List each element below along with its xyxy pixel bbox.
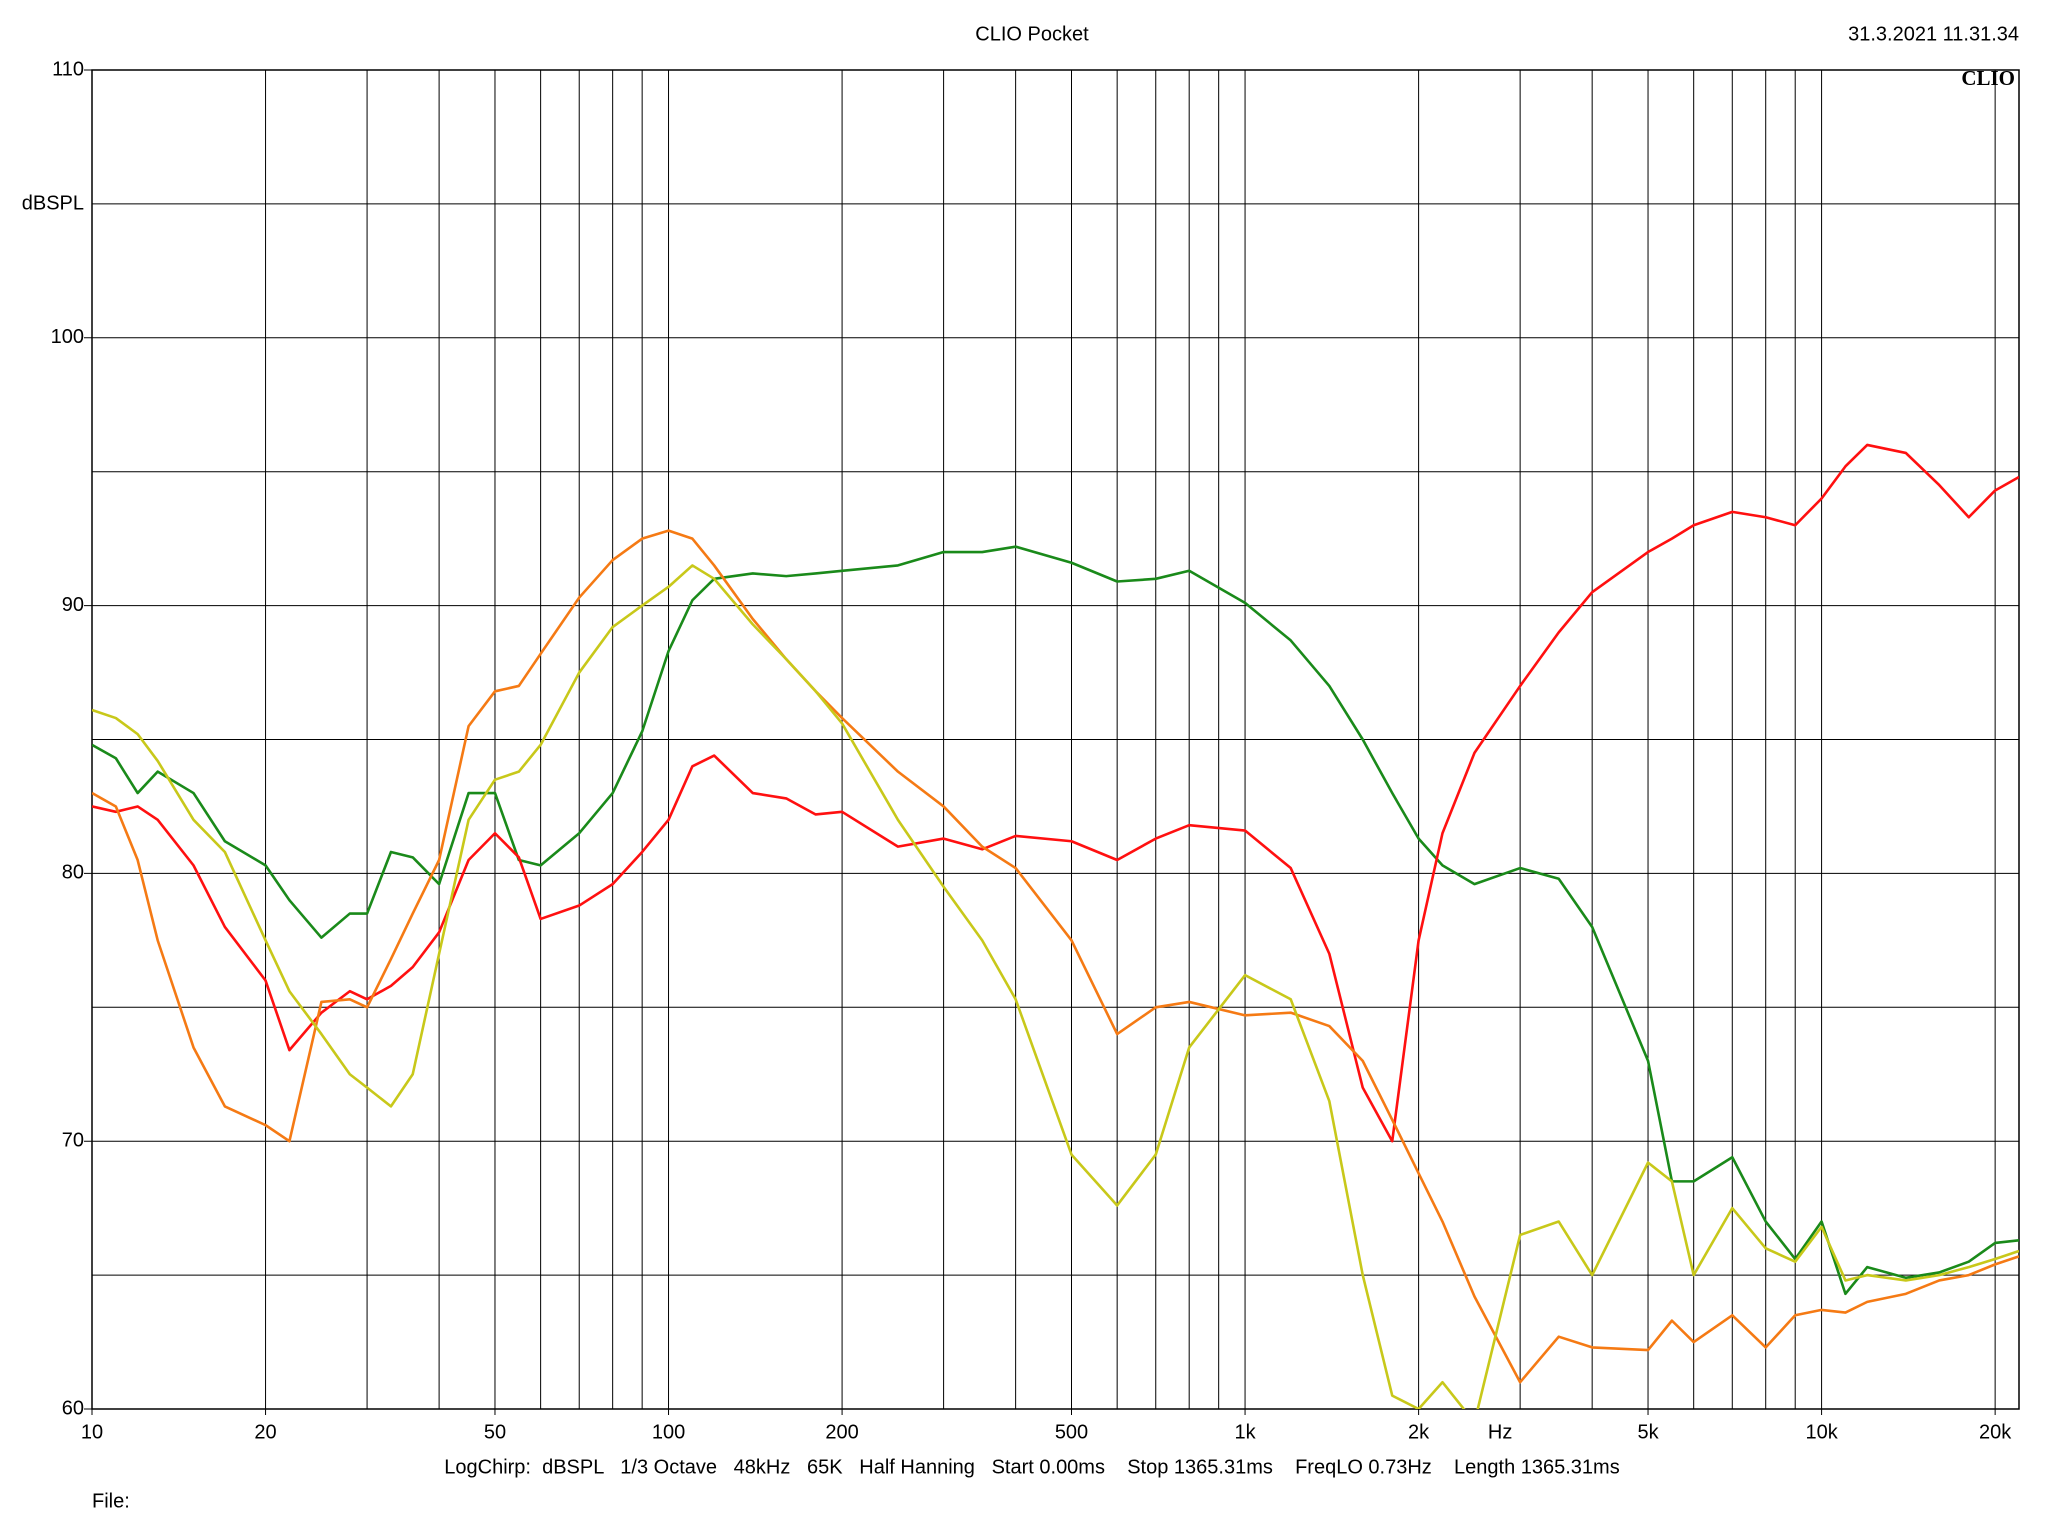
y-axis-label: dBSPL (22, 192, 84, 214)
x-tick-label: 20 (254, 1421, 276, 1443)
x-axis-label: Hz (1488, 1421, 1512, 1443)
x-tick-label: 200 (825, 1421, 858, 1443)
x-tick-label: 1k (1234, 1421, 1256, 1443)
x-tick-label: 500 (1055, 1421, 1088, 1443)
x-tick-label: 2k (1408, 1421, 1430, 1443)
x-tick-label: 20k (1979, 1421, 2012, 1443)
plot-area (92, 443, 2019, 1409)
y-tick-label: 110 (52, 58, 84, 80)
plot-frame (91, 69, 2020, 1410)
x-tick-label: 10 (81, 1421, 103, 1443)
y-tick-label: 70 (62, 1129, 84, 1151)
file-label: File: (92, 1490, 130, 1512)
x-tick-label: 5k (1637, 1421, 1659, 1443)
series-line (92, 529, 2019, 1384)
timestamp: 31.3.2021 11.31.34 (1848, 23, 2019, 45)
series-line (92, 443, 2019, 1143)
y-tick-label: 100 (51, 326, 84, 348)
x-tick-label: 10k (1805, 1421, 1838, 1443)
y-tick-label: 80 (62, 862, 84, 884)
y-tick-label: 60 (62, 1397, 84, 1419)
logo: CLIO (1961, 66, 2015, 90)
x-tick-label: 50 (484, 1421, 506, 1443)
chart-title: CLIO Pocket (975, 23, 1089, 45)
series-line (92, 564, 2019, 1409)
x-tick-label: 100 (652, 1421, 685, 1443)
series-line (92, 545, 2019, 1296)
y-tick-label: 90 (62, 594, 84, 616)
footer: LogChirp: dBSPL 1/3 Octave 48kHz 65K Hal… (444, 1456, 1619, 1478)
